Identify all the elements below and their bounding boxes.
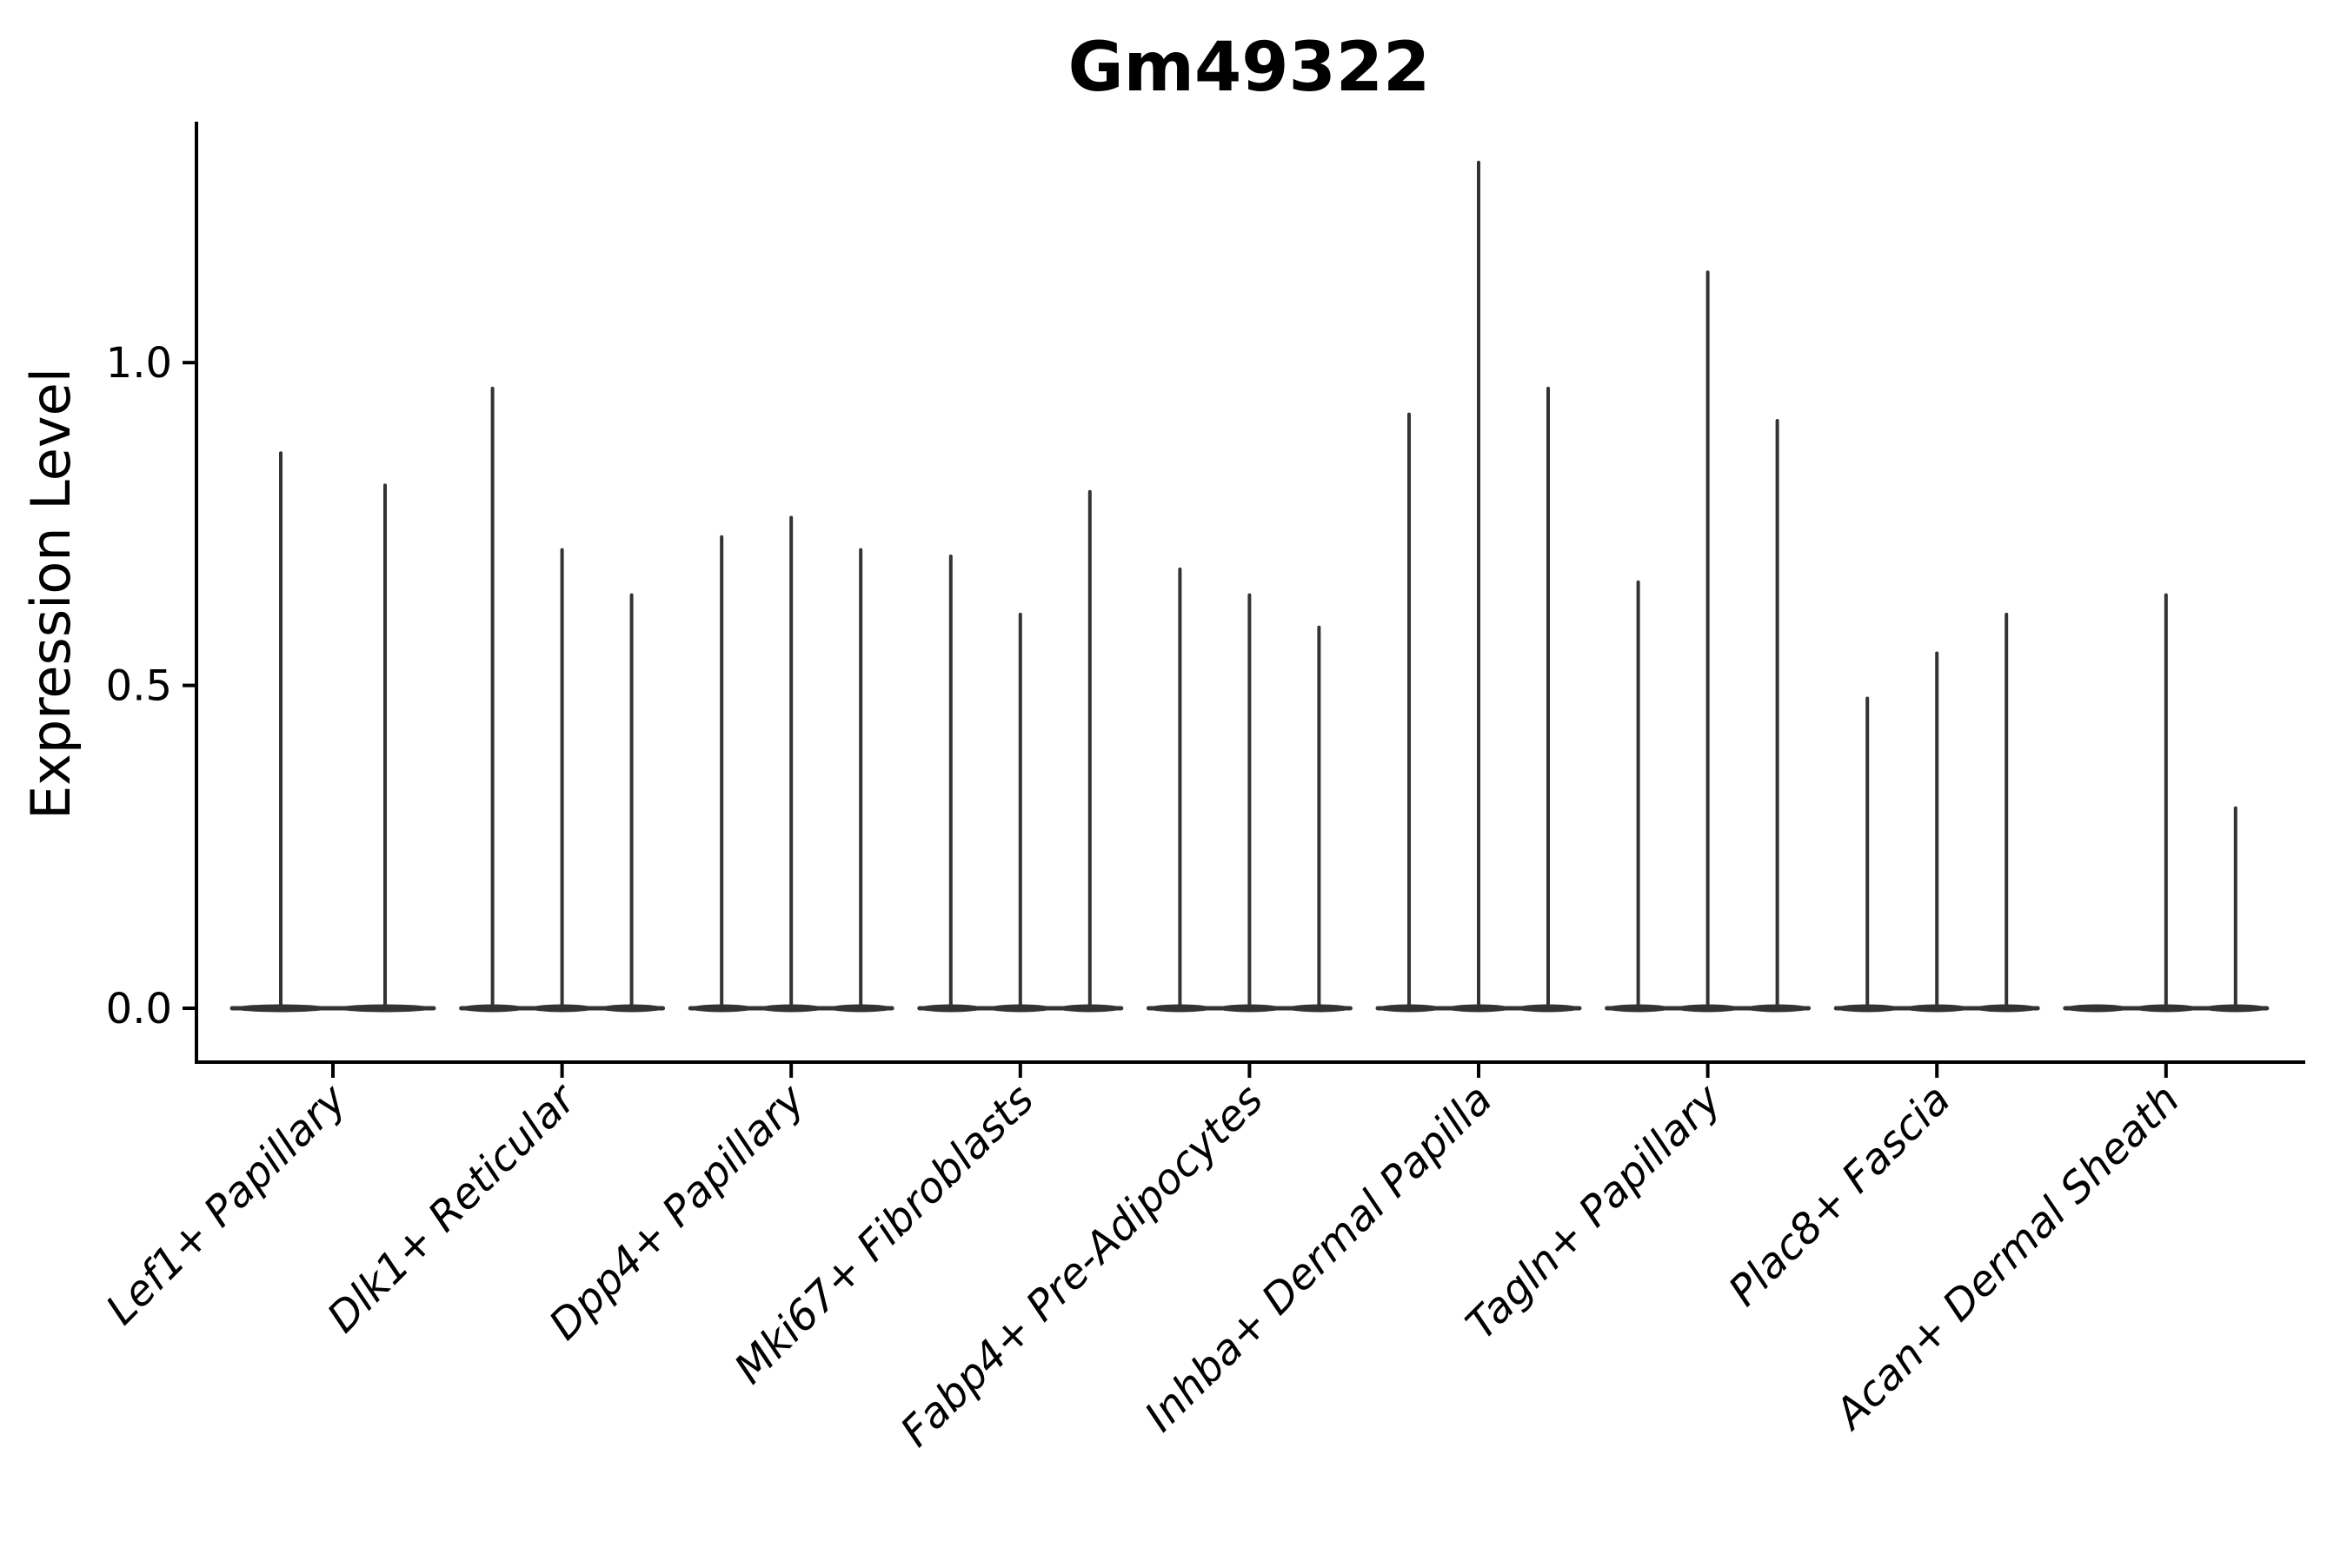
x-tick-label: Tagln+ Papillary [1457, 1074, 1732, 1349]
y-axis-label: Expression Level [19, 368, 83, 820]
x-tick-label: Fabp4+ Pre-Adipocytes [891, 1075, 1273, 1457]
x-tick-label: Dlk1+ Reticular [318, 1073, 588, 1343]
y-tick-label: 1.0 [106, 339, 172, 388]
x-tick-label: Plac8+ Fascia [1719, 1075, 1960, 1316]
chart-title: Gm49322 [1068, 29, 1431, 107]
violin-group [1605, 270, 1812, 1013]
violin-group [1375, 160, 1582, 1013]
y-tick-label: 0.0 [106, 985, 172, 1033]
y-tick-labels: 0.0 0.5 1.0 [106, 339, 172, 1033]
violin-group [459, 386, 666, 1013]
violin-body [2064, 1004, 2129, 1013]
violin-group [229, 451, 436, 1013]
violin-group [1833, 612, 2040, 1013]
x-tick-label: Lef1+ Papillary [96, 1074, 356, 1334]
y-tick-label: 0.5 [106, 662, 172, 711]
violin-group [688, 515, 894, 1013]
violin-group [2063, 593, 2270, 1013]
x-tick-label: Dpp4+ Papillary [540, 1074, 814, 1349]
violin-group [1146, 567, 1353, 1013]
axes [183, 122, 2305, 1078]
violins [229, 160, 2270, 1013]
violin-group [917, 489, 1124, 1013]
